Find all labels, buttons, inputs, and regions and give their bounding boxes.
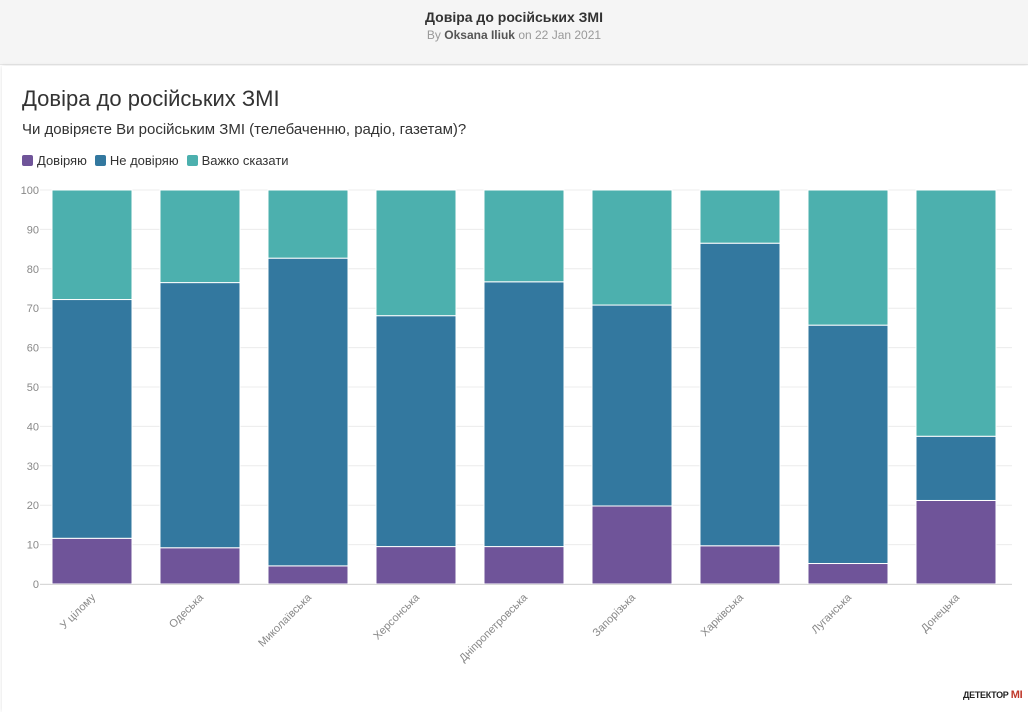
page-header: Довіра до російських ЗМІ By Oksana Iliuk… (0, 0, 1028, 65)
y-tick-label: 40 (27, 421, 39, 433)
bar-segment-hard-to-say[interactable] (51, 189, 133, 301)
bar-segment-trust[interactable] (591, 505, 673, 585)
bar-segment-distrust[interactable] (807, 324, 889, 565)
legend-label-distrust: Не довіряю (109, 153, 179, 168)
chart-title: Довіра до російських ЗМІ (22, 86, 280, 111)
legend-swatch-hard-to-say (186, 155, 198, 166)
x-tick-label: Донецька (919, 591, 963, 635)
legend-item-distrust[interactable]: Не довіряю (94, 153, 179, 168)
legend-label-hard-to-say: Важко сказати (201, 153, 289, 168)
bar-segment-hard-to-say[interactable] (267, 189, 349, 259)
y-tick-label: 30 (27, 461, 39, 473)
bar-segment-trust[interactable] (483, 546, 565, 585)
bar-segment-trust[interactable] (267, 565, 349, 585)
bar-segment-distrust[interactable] (159, 282, 241, 549)
bar-segment-distrust[interactable] (699, 242, 781, 547)
chart-subtitle: Чи довіряєте Ви російським ЗМІ (телебаче… (22, 121, 467, 138)
bar-segment-distrust[interactable] (915, 435, 997, 501)
author-link[interactable]: Oksana Iliuk (444, 28, 515, 42)
detector-media-logo: ДЕТЕКТОР МІ (963, 689, 1023, 701)
y-tick-label: 90 (27, 224, 39, 236)
page-title: Довіра до російських ЗМІ (425, 9, 603, 25)
legend-item-trust[interactable]: Довіряю (22, 153, 87, 168)
bar-segment-trust[interactable] (375, 546, 457, 585)
bar-segment-trust[interactable] (915, 499, 997, 585)
x-tick-label: Луганська (809, 591, 854, 636)
legend-item-hard-to-say[interactable]: Важко сказати (186, 153, 289, 168)
x-tick-label: Дніпропетровська (457, 591, 531, 665)
bar-segment-hard-to-say[interactable] (915, 189, 997, 437)
bar-segment-trust[interactable] (807, 563, 889, 585)
y-tick-label: 20 (27, 500, 39, 512)
legend-label-trust: Довіряю (37, 153, 87, 168)
y-tick-label: 0 (33, 579, 39, 591)
legend-swatch-trust (22, 155, 33, 166)
publish-date: on 22 Jan 2021 (518, 28, 602, 42)
bar-segment-hard-to-say[interactable] (159, 189, 241, 284)
bar-segment-trust[interactable] (159, 547, 241, 585)
x-tick-label: Харківська (699, 591, 747, 639)
y-tick-label: 60 (27, 343, 39, 355)
x-tick-label: Одеська (167, 591, 207, 631)
x-tick-label: Херсонська (371, 591, 422, 642)
y-tick-label: 80 (27, 264, 39, 276)
bar-segment-hard-to-say[interactable] (483, 189, 565, 283)
bar-segment-trust[interactable] (699, 545, 781, 585)
byline-prefix: By (426, 28, 441, 42)
y-tick-label: 70 (27, 303, 39, 315)
bar-segment-hard-to-say[interactable] (699, 189, 781, 244)
bar-segment-distrust[interactable] (51, 299, 133, 539)
bar-segment-distrust[interactable] (375, 315, 457, 548)
bar-segment-distrust[interactable] (267, 257, 349, 567)
x-tick-label: Миколаївська (256, 591, 314, 649)
y-tick-label: 10 (27, 540, 39, 552)
legend-swatch-distrust (94, 155, 106, 166)
bar-segment-distrust[interactable] (483, 281, 565, 548)
bar-segment-hard-to-say[interactable] (375, 189, 457, 317)
x-tick-label: У цілому (58, 591, 98, 631)
y-tick-label: 100 (21, 185, 39, 197)
chart-legend: Довіряю Не довіряю Важко сказати (22, 153, 297, 168)
bar-segment-hard-to-say[interactable] (807, 189, 889, 326)
bar-segment-distrust[interactable] (591, 304, 673, 507)
byline: By Oksana Iliuk on 22 Jan 2021 (0, 28, 1028, 42)
y-tick-label: 50 (27, 382, 39, 394)
x-tick-label: Запорізька (591, 591, 639, 639)
bar-segment-hard-to-say[interactable] (591, 189, 673, 306)
bar-segment-trust[interactable] (51, 537, 133, 585)
